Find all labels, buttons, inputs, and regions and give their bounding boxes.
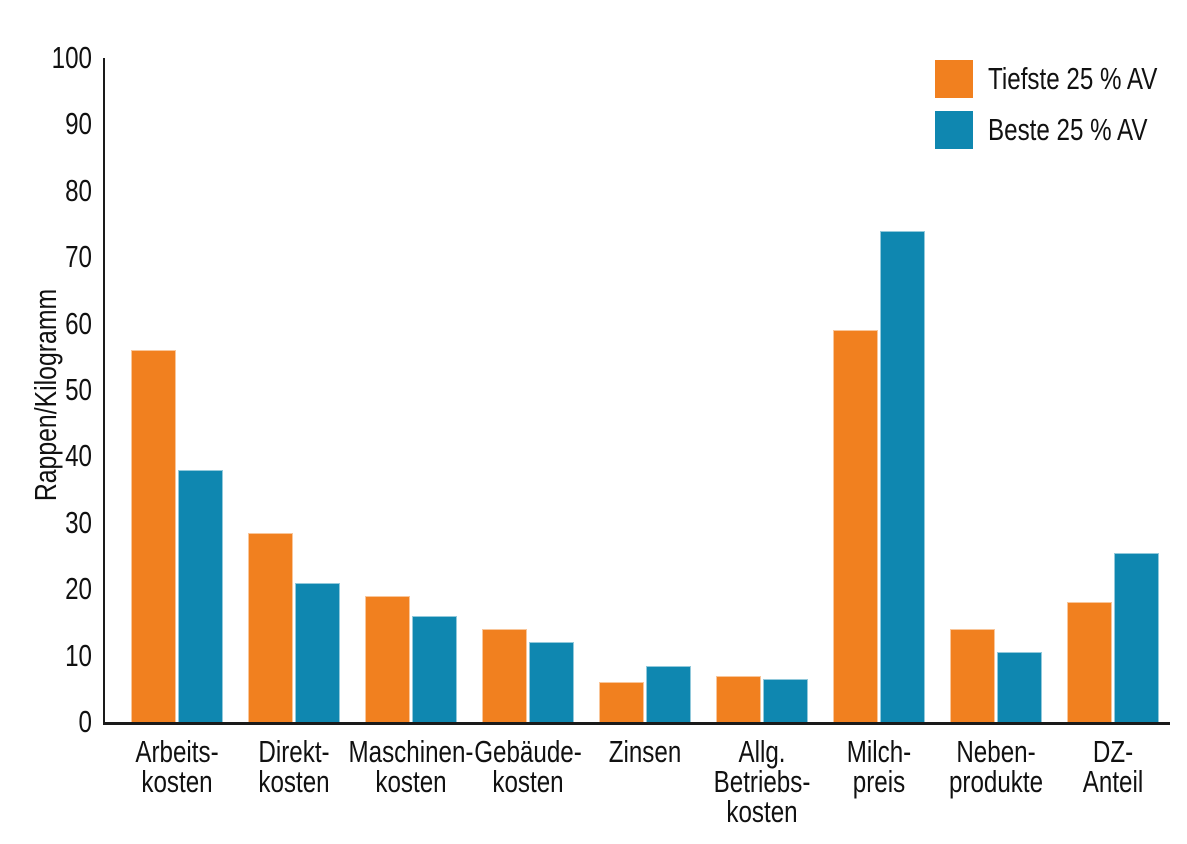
bar-beste-3 bbox=[529, 642, 574, 722]
y-tick-label-80: 80 bbox=[65, 172, 92, 208]
bar-beste-7 bbox=[997, 652, 1042, 722]
bar-beste-2 bbox=[412, 615, 457, 722]
y-tick-label-90: 90 bbox=[65, 106, 92, 142]
legend-item-beste: Beste 25 % AV bbox=[935, 111, 1187, 149]
y-tick-label-10: 10 bbox=[65, 637, 92, 673]
bar-beste-8 bbox=[1114, 552, 1159, 722]
bar-tiefste-0 bbox=[131, 350, 176, 722]
bar-beste-4 bbox=[646, 665, 691, 722]
y-tick-label-50: 50 bbox=[65, 372, 92, 407]
x-category-label-4: Zinsen bbox=[608, 734, 682, 769]
bar-beste-6 bbox=[880, 230, 925, 722]
x-category-label-0: Arbeits- kosten bbox=[135, 734, 219, 799]
x-category-label-7: Neben- produkte bbox=[948, 734, 1044, 799]
legend-swatch-beste-icon bbox=[935, 111, 973, 149]
legend: Tiefste 25 % AV Beste 25 % AV bbox=[935, 60, 1187, 162]
legend-label-tiefste: Tiefste 25 % AV bbox=[988, 61, 1158, 96]
y-tick-label-70: 70 bbox=[65, 239, 92, 275]
y-tick-label-40: 40 bbox=[65, 438, 92, 474]
legend-swatch-tiefste-icon bbox=[935, 60, 973, 98]
bar-beste-1 bbox=[295, 582, 340, 722]
bar-beste-0 bbox=[178, 469, 223, 722]
bar-tiefste-1 bbox=[248, 532, 293, 722]
x-category-label-1: Direkt- kosten bbox=[258, 734, 330, 799]
bar-tiefste-8 bbox=[1067, 602, 1112, 722]
x-category-label-5: Allg. Betriebs- kosten bbox=[713, 734, 811, 829]
legend-item-tiefste: Tiefste 25 % AV bbox=[935, 60, 1187, 98]
legend-label-beste: Beste 25 % AV bbox=[988, 112, 1148, 147]
bar-tiefste-6 bbox=[833, 330, 878, 722]
bar-tiefste-5 bbox=[716, 675, 761, 722]
bar-tiefste-3 bbox=[482, 629, 527, 722]
bar-tiefste-2 bbox=[365, 595, 410, 722]
plot-area bbox=[103, 58, 1170, 725]
y-tick-label-30: 30 bbox=[65, 504, 92, 540]
x-category-label-2: Maschinen- kosten bbox=[348, 734, 474, 799]
bar-beste-5 bbox=[763, 678, 808, 722]
y-tick-label-0: 0 bbox=[78, 704, 92, 739]
x-category-label-8: DZ- Anteil bbox=[1082, 734, 1144, 799]
y-tick-label-60: 60 bbox=[65, 305, 92, 341]
x-category-label-3: Gebäude- kosten bbox=[474, 734, 582, 799]
y-tick-label-20: 20 bbox=[65, 571, 92, 607]
bar-tiefste-7 bbox=[950, 629, 995, 722]
x-category-label-6: Milch- preis bbox=[846, 734, 912, 799]
bar-tiefste-4 bbox=[599, 682, 644, 722]
y-tick-label-100: 100 bbox=[51, 40, 92, 75]
